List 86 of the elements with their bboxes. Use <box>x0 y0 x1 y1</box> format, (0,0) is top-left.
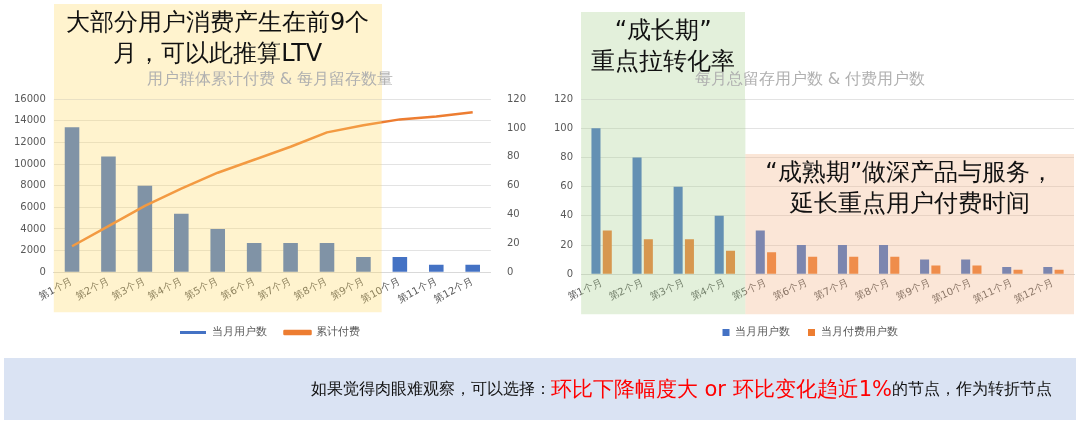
bar <box>428 264 444 272</box>
bar <box>972 265 982 274</box>
y2-tick-label: 20 <box>506 236 520 248</box>
y-tick-label: 10000 <box>14 157 46 169</box>
bar <box>1043 266 1053 274</box>
text: 环比下降幅度大 or 环比变化趋近1% <box>550 376 892 403</box>
x-tick-label: 第4个月 <box>146 274 184 302</box>
x-tick-label: 第8个月 <box>853 276 892 303</box>
x-tick-label: 第7个月 <box>812 276 851 303</box>
y2-tick-label: 60 <box>506 179 520 191</box>
y-tick-label: 60 <box>560 180 574 192</box>
bar <box>246 243 262 272</box>
bar <box>767 252 777 274</box>
y-tick-label: 2000 <box>20 244 46 256</box>
y2-tick-label: 0 <box>506 265 514 277</box>
y2-tick-label: 100 <box>506 121 527 133</box>
bar <box>602 230 612 274</box>
y-tick-label: 80 <box>560 151 574 163</box>
band-label: 大部分用户消费产生在前9个月，可以此推算LTV <box>66 8 370 68</box>
band-label: “成熟期”做深产品与服务，延长重点用户付费时间 <box>765 158 1055 218</box>
bar <box>684 239 694 274</box>
text: 如果觉得肉眼难观察，可以选择： <box>310 378 551 400</box>
x-tick-label: 第3个月 <box>648 276 686 303</box>
bar <box>174 213 189 272</box>
bar <box>392 257 408 272</box>
bar <box>64 127 80 272</box>
bar <box>878 245 889 274</box>
bar <box>920 259 930 274</box>
bar <box>890 256 900 274</box>
y-tick-label: 12000 <box>14 136 46 148</box>
x-tick-label: 第5个月 <box>730 276 768 303</box>
x-tick-label: 第6个月 <box>219 274 257 302</box>
bar <box>961 259 971 274</box>
y-tick-label: 16000 <box>14 92 46 104</box>
legend-label: 当月用户数 <box>211 325 267 339</box>
x-tick-label: 第2个月 <box>73 274 111 302</box>
x-tick-label: 第2个月 <box>607 276 645 303</box>
bar <box>725 250 736 274</box>
bar <box>1013 269 1023 274</box>
y-tick-label: 120 <box>553 92 574 104</box>
x-tick-label: 第3个月 <box>109 274 148 302</box>
y-tick-label: 40 <box>560 209 574 221</box>
bar <box>808 256 818 274</box>
legend-label: 当月付费用户数 <box>820 325 898 339</box>
bar <box>837 245 847 274</box>
chart-title: 用户群体累计付费 & 每月留存数量 <box>146 68 394 88</box>
legend-label: 累计付费 <box>316 325 360 339</box>
y2-tick-label: 120 <box>506 92 527 104</box>
bar <box>632 157 642 274</box>
x-tick-label: 第7个月 <box>255 274 293 302</box>
y-tick-label: 6000 <box>20 200 46 212</box>
y2-tick-label: 40 <box>506 208 520 220</box>
x-tick-label: 第1个月 <box>565 276 604 303</box>
y-tick-label: 14000 <box>14 114 46 126</box>
legend-label: 当月用户数 <box>735 325 790 339</box>
y-tick-label: 100 <box>553 121 574 133</box>
bar <box>643 239 653 274</box>
x-tick-label: 第8个月 <box>291 274 330 302</box>
y2-tick-label: 80 <box>506 150 520 162</box>
bar <box>796 245 806 274</box>
text: 的节点，作为转折节点 <box>892 378 1052 400</box>
bar <box>1002 266 1012 274</box>
bar <box>591 128 601 274</box>
bar <box>283 243 298 272</box>
bar <box>1054 269 1064 274</box>
x-tick-label: 第4个月 <box>689 276 727 303</box>
bar <box>356 257 371 272</box>
bar <box>319 243 335 272</box>
x-tick-label: 第6个月 <box>771 276 809 303</box>
x-tick-label: 第5个月 <box>182 274 220 302</box>
bar <box>210 228 226 272</box>
x-tick-label: 第1个月 <box>36 274 75 302</box>
bar <box>849 256 859 274</box>
bar <box>673 186 683 274</box>
bar <box>755 230 765 274</box>
y-tick-label: 0 <box>39 265 46 277</box>
bar <box>101 156 116 272</box>
y-tick-label: 4000 <box>20 222 46 234</box>
y-tick-label: 20 <box>560 238 574 250</box>
y-tick-label: 8000 <box>20 179 46 191</box>
x-tick-label: 第12个月 <box>1012 276 1056 305</box>
bar <box>465 264 480 272</box>
y-tick-label: 0 <box>566 267 574 279</box>
bar <box>931 265 941 274</box>
bar <box>137 185 153 272</box>
bar <box>714 215 724 274</box>
